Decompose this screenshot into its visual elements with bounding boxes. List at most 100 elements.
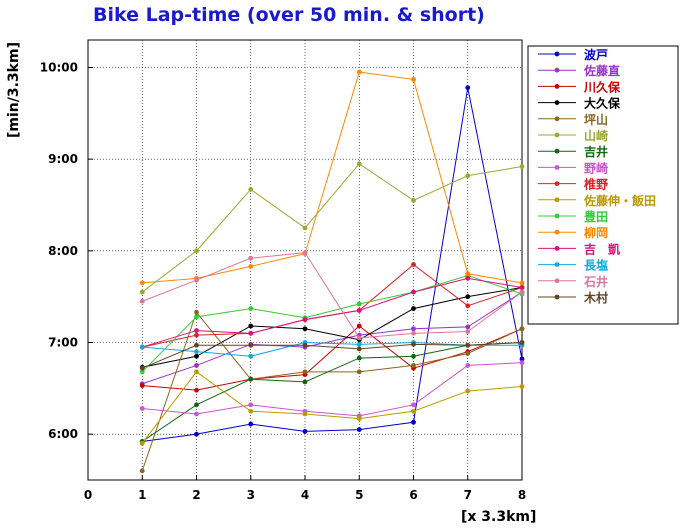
data-point — [248, 255, 254, 261]
y-tick-label: 10:00 — [40, 61, 78, 75]
data-point — [356, 416, 362, 421]
data-point — [465, 363, 471, 368]
data-point — [194, 342, 199, 348]
legend-entry: 長塩 — [538, 258, 608, 273]
series-line — [141, 311, 523, 471]
legend-label: 佐藤伸・飯田 — [583, 193, 656, 208]
data-point — [139, 440, 145, 446]
x-tick-label: 1 — [138, 488, 146, 502]
data-point — [411, 341, 416, 347]
data-point — [194, 363, 199, 368]
series-line — [142, 342, 523, 369]
data-point — [194, 369, 199, 375]
data-point — [139, 406, 145, 411]
data-point — [139, 468, 145, 474]
data-point — [465, 173, 471, 179]
legend-label: 大久保 — [584, 96, 621, 111]
series-group — [139, 369, 525, 446]
data-point — [248, 342, 254, 348]
data-point — [411, 77, 416, 82]
legend-label: 豊田 — [584, 209, 608, 224]
data-point — [411, 306, 416, 311]
legend-entry: 石井 — [538, 274, 608, 289]
data-point — [519, 326, 525, 332]
x-tick-label: 4 — [301, 488, 309, 502]
data-point — [139, 289, 145, 295]
series-line — [142, 252, 523, 339]
data-point — [356, 355, 362, 361]
data-point — [248, 306, 254, 311]
x-tick-label: 6 — [409, 488, 417, 502]
data-point — [465, 388, 471, 394]
legend-label: 木村 — [583, 290, 608, 305]
legend-label: 川久保 — [583, 79, 621, 94]
data-point — [248, 187, 254, 192]
legend-entry: 佐藤伸・飯田 — [538, 193, 656, 208]
series-group — [139, 69, 525, 474]
data-point — [194, 309, 199, 315]
legend-marker — [554, 278, 560, 284]
data-point — [465, 351, 471, 356]
data-point — [194, 349, 199, 355]
data-point — [519, 164, 525, 169]
chart-title: Bike Lap-time (over 50 min. & short) — [93, 4, 485, 26]
legend-entry: 野崎 — [538, 160, 608, 175]
series-group — [139, 161, 525, 295]
legend-entry: 吉井 — [538, 144, 608, 159]
series-line — [141, 371, 523, 444]
legend-label: 吉 凱 — [584, 241, 620, 256]
data-point — [302, 250, 308, 256]
series-line — [142, 291, 523, 385]
data-point — [411, 262, 416, 267]
data-point — [411, 363, 416, 368]
x-tick-label: 8 — [518, 488, 526, 502]
data-point — [139, 383, 145, 388]
data-point — [139, 365, 145, 371]
data-point — [519, 360, 525, 366]
data-point — [302, 379, 308, 385]
data-point — [194, 387, 199, 393]
data-point — [194, 402, 199, 408]
y-tick-label: 9:00 — [48, 152, 78, 166]
y-tick-label: 7:00 — [48, 336, 78, 350]
legend-label: 山崎 — [584, 128, 608, 143]
data-point — [302, 429, 308, 434]
legend-entry: 柳岡 — [538, 225, 608, 240]
legend-label: 波戸 — [584, 47, 608, 62]
legend — [527, 45, 679, 325]
legend-marker — [554, 148, 560, 154]
data-point — [411, 353, 416, 359]
data-point — [411, 408, 416, 414]
data-point — [194, 328, 199, 333]
legend-entry: 山崎 — [538, 128, 608, 143]
data-point — [356, 427, 362, 432]
data-point — [248, 408, 254, 414]
legend-marker — [554, 197, 560, 203]
data-point — [302, 326, 308, 332]
data-point — [411, 198, 416, 203]
data-point — [302, 342, 308, 348]
series-line — [142, 277, 523, 348]
data-point — [519, 285, 525, 290]
data-point — [248, 421, 254, 427]
series-line — [142, 362, 523, 417]
data-point — [465, 342, 471, 348]
x-tick-label: 5 — [355, 488, 363, 502]
data-point — [465, 85, 471, 91]
legend-marker — [554, 181, 560, 187]
data-point — [356, 69, 362, 75]
legend-marker — [554, 262, 560, 267]
data-point — [465, 294, 471, 300]
series-line — [142, 87, 523, 442]
data-point — [356, 301, 362, 307]
x-tick-label: 3 — [247, 488, 255, 502]
data-point — [248, 330, 254, 336]
legend-label: 野崎 — [584, 160, 608, 175]
series-group — [139, 309, 525, 474]
legend-marker — [554, 51, 560, 57]
data-point — [356, 161, 362, 167]
legend-label: 坪山 — [584, 112, 608, 127]
legend-entry: 椎野 — [538, 177, 608, 192]
legend-marker — [554, 67, 560, 73]
